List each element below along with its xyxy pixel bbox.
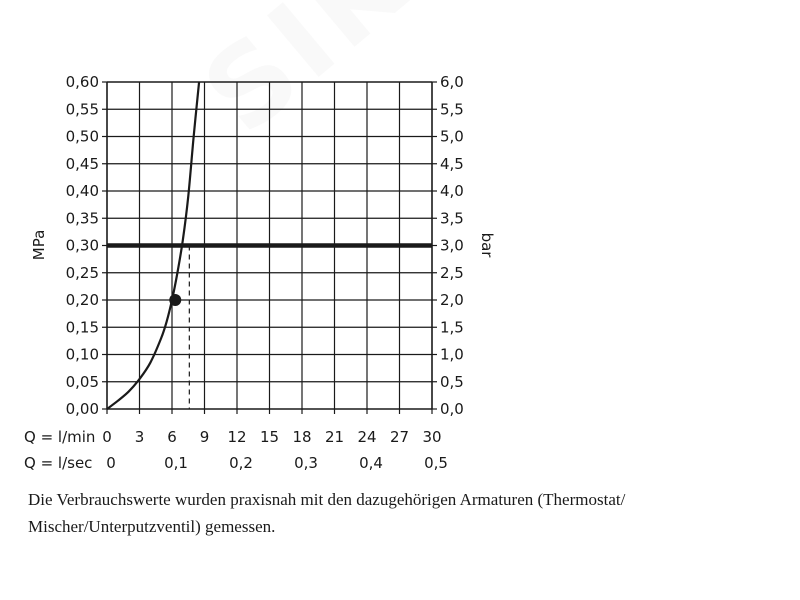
- x-lmin-tick-label: 9: [200, 428, 210, 446]
- right-tick-label: 1,0: [440, 346, 464, 364]
- right-tick-label: 1,5: [440, 318, 464, 336]
- right-tick-label: 3,5: [440, 209, 464, 227]
- x-lsec-tick-label: 0,5: [424, 454, 448, 472]
- x-axis-lsec-label: Q = l/sec: [24, 454, 92, 472]
- left-tick-label: 0,50: [66, 128, 99, 146]
- left-tick-label: 0,40: [66, 182, 99, 200]
- x-lsec-tick-label: 0,2: [229, 454, 253, 472]
- x-lmin-tick-label: 12: [227, 428, 246, 446]
- flow-curve: [106, 81, 201, 410]
- left-tick-label: 0,25: [66, 264, 99, 282]
- right-tick-label: 5,5: [440, 100, 464, 118]
- chart-marks: [106, 81, 432, 410]
- chart-labels: 0,000,050,100,150,200,250,300,350,400,45…: [66, 73, 464, 472]
- right-axis-title: bar: [478, 233, 496, 259]
- right-tick-label: 0,5: [440, 373, 464, 391]
- left-tick-label: 0,10: [66, 346, 99, 364]
- x-lmin-tick-label: 3: [135, 428, 145, 446]
- right-tick-label: 4,5: [440, 155, 464, 173]
- right-tick-label: 2,5: [440, 264, 464, 282]
- x-lmin-tick-label: 21: [325, 428, 344, 446]
- left-tick-label: 0,35: [66, 209, 99, 227]
- x-lmin-tick-label: 30: [422, 428, 441, 446]
- left-tick-label: 0,05: [66, 373, 99, 391]
- x-lsec-tick-label: 0: [106, 454, 116, 472]
- right-tick-label: 6,0: [440, 73, 464, 91]
- operating-point-marker: [169, 294, 182, 306]
- right-tick-label: 0,0: [440, 400, 464, 418]
- x-lmin-tick-label: 24: [357, 428, 376, 446]
- caption-text: Die Verbrauchswerte wurden praxisnah mit…: [28, 490, 626, 536]
- x-lmin-tick-label: 0: [102, 428, 112, 446]
- pressure-flow-chart: 0,000,050,100,150,200,250,300,350,400,45…: [24, 73, 496, 472]
- x-lmin-tick-label: 6: [167, 428, 177, 446]
- x-lmin-tick-label: 27: [390, 428, 409, 446]
- x-lmin-tick-label: 15: [260, 428, 279, 446]
- x-lsec-tick-label: 0,1: [164, 454, 188, 472]
- left-tick-label: 0,15: [66, 318, 99, 336]
- left-tick-label: 0,00: [66, 400, 99, 418]
- x-lsec-tick-label: 0,3: [294, 454, 318, 472]
- left-tick-label: 0,30: [66, 237, 99, 255]
- left-tick-label: 0,20: [66, 291, 99, 309]
- left-tick-label: 0,55: [66, 100, 99, 118]
- right-tick-label: 3,0: [440, 237, 464, 255]
- x-lsec-tick-label: 0,4: [359, 454, 383, 472]
- right-tick-label: 4,0: [440, 182, 464, 200]
- x-lmin-tick-label: 18: [292, 428, 311, 446]
- right-tick-label: 5,0: [440, 128, 464, 146]
- x-axis-lmin-label: Q = l/min: [24, 428, 95, 446]
- left-axis-title: MPa: [30, 230, 48, 261]
- left-tick-label: 0,60: [66, 73, 99, 91]
- right-tick-label: 2,0: [440, 291, 464, 309]
- left-tick-label: 0,45: [66, 155, 99, 173]
- chart-grid: [102, 81, 437, 414]
